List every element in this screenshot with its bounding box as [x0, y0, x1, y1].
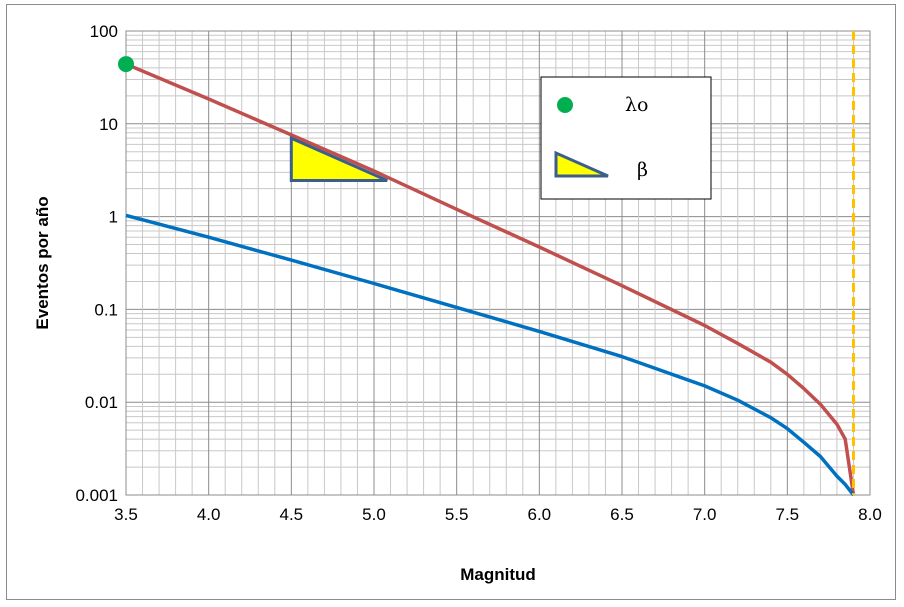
x-tick-label: 3.5: [114, 505, 138, 524]
grid: [125, 31, 871, 496]
legend-lambda-label: λo: [625, 94, 648, 116]
chart-area: [6, 4, 896, 600]
legend: λo β: [540, 76, 712, 200]
x-tick-label: 8.0: [858, 505, 882, 524]
legend-lambda-marker: [557, 97, 573, 113]
x-tick-label: 5.0: [362, 505, 386, 524]
legend-box: [540, 76, 712, 200]
y-tick-label: 0.1: [94, 300, 118, 319]
y-tick-label: 100: [90, 22, 118, 41]
x-tick-label: 7.5: [776, 505, 800, 524]
x-tick-label: 4.0: [197, 505, 221, 524]
x-tick-label: 5.5: [445, 505, 469, 524]
beta-triangle: [289, 135, 388, 182]
x-tick-label: 6.0: [528, 505, 552, 524]
overlay-layer: [118, 31, 855, 495]
y-tick-label: 10: [99, 115, 118, 134]
legend-beta-marker: [554, 150, 609, 178]
lambda-point: [118, 56, 134, 73]
x-axis-title: Magnitud: [460, 565, 536, 584]
series-line-1: [125, 62, 856, 496]
plot-border: [125, 30, 871, 496]
y-tick-label: 0.001: [75, 486, 118, 505]
series-line-2: [125, 213, 855, 497]
x-tick-labels: 3.5 4.0 4.5 5.0 5.5 6.0 6.5 7.0 7.5 8.0: [114, 505, 882, 524]
x-tick-label: 6.5: [610, 505, 634, 524]
x-tick-label: 4.5: [280, 505, 304, 524]
y-axis-title: Eventos por año: [33, 196, 52, 329]
y-tick-labels: 100 10 1 0.1 0.01 0.001: [75, 22, 118, 505]
series-layer: [125, 62, 856, 497]
y-tick-label: 1: [109, 208, 118, 227]
legend-beta-label: β: [637, 159, 648, 181]
y-tick-label: 0.01: [85, 393, 118, 412]
x-tick-label: 7.0: [693, 505, 717, 524]
